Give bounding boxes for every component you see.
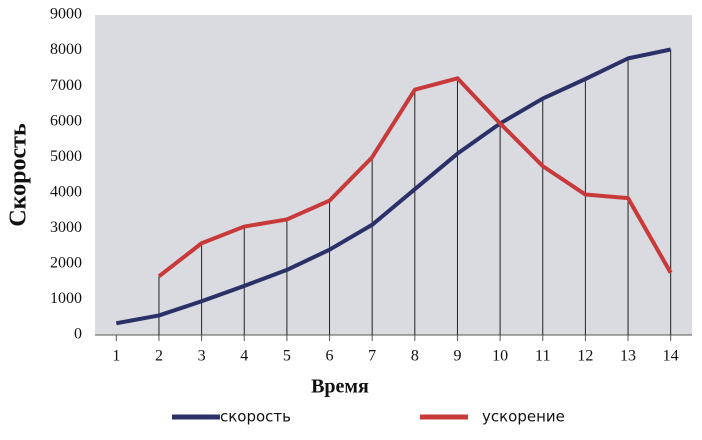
x-tick-label: 11 [535, 348, 550, 365]
y-tick-label: 1000 [50, 290, 82, 307]
y-tick-label: 9000 [50, 6, 82, 23]
y-tick-label: 3000 [50, 219, 82, 236]
legend-label: ускорение [482, 408, 565, 426]
x-tick-label: 14 [663, 348, 679, 365]
series-line [115, 47, 672, 326]
legend-label: скорость [220, 408, 291, 426]
x-tick-label: 13 [620, 348, 636, 365]
x-tick-label: 4 [240, 348, 248, 365]
x-tick-label: 12 [577, 348, 593, 365]
x-axis-label: Время [311, 376, 369, 398]
x-tick-label: 5 [283, 348, 291, 365]
x-tick-label: 1 [112, 348, 120, 365]
y-tick-label: 0 [74, 326, 82, 343]
x-tick-label: 7 [368, 348, 376, 365]
y-tick-label: 6000 [50, 112, 82, 129]
y-tick-label: 4000 [50, 183, 82, 200]
y-axis-label: Скорость [6, 123, 32, 227]
series-line [157, 76, 673, 278]
plot-area [95, 15, 692, 335]
y-tick-label: 8000 [50, 41, 82, 58]
x-tick-label: 2 [155, 348, 163, 365]
y-tick-label: 7000 [50, 77, 82, 94]
x-tick-label: 9 [453, 348, 461, 365]
x-tick-label: 6 [326, 348, 334, 365]
y-tick-label: 5000 [50, 148, 82, 165]
x-tick-label: 8 [411, 348, 419, 365]
x-tick-label: 3 [198, 348, 206, 365]
x-tick-label: 10 [492, 348, 508, 365]
y-tick-label: 2000 [50, 255, 82, 272]
